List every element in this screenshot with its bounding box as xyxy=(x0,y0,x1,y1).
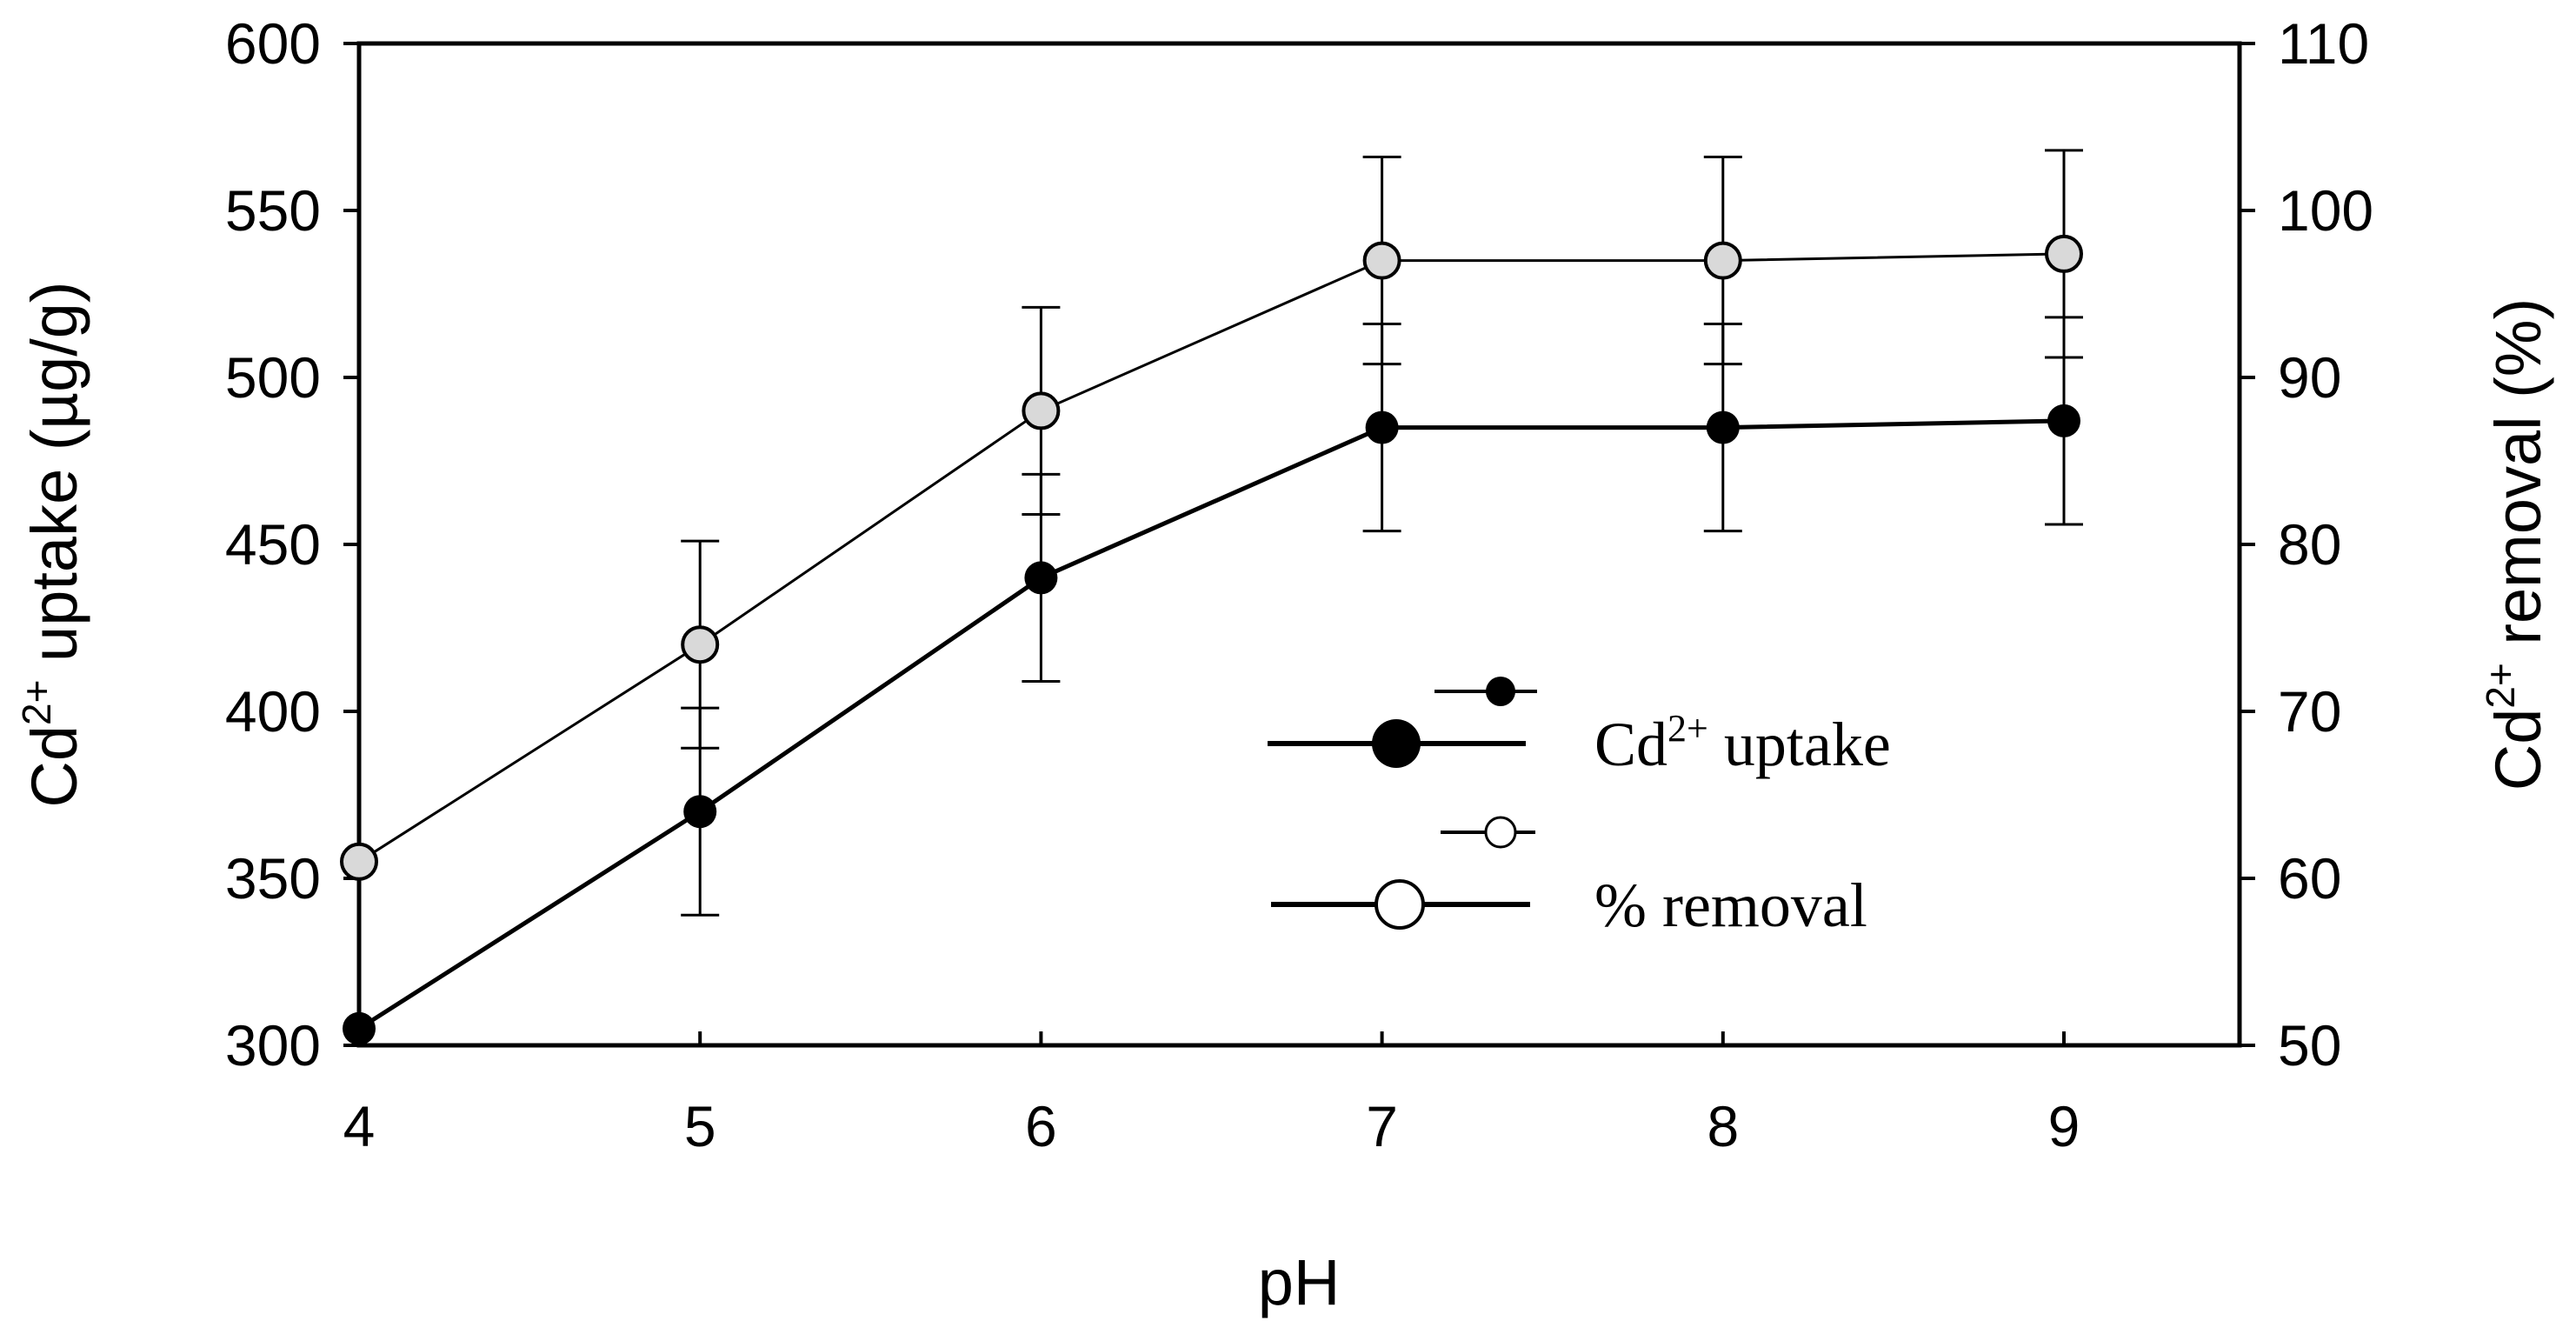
uptake-point-7 xyxy=(1365,410,1399,444)
legend-uptake-marker-small xyxy=(1486,677,1515,706)
y-left-title-sup: 2+ xyxy=(14,680,59,725)
legend-uptake-sup: 2+ xyxy=(1667,707,1708,750)
y-right-tick-label-60: 60 xyxy=(2278,846,2341,911)
x-tick-label-7: 7 xyxy=(1366,1094,1398,1158)
removal-series-line xyxy=(358,252,2065,864)
removal-point-8 xyxy=(1703,241,1742,280)
legend-removal-marker-small xyxy=(1484,816,1517,849)
y-right-axis-title: Cd2+ removal (%) xyxy=(2478,298,2554,791)
y-right-title-prefix: Cd xyxy=(2482,709,2554,791)
uptake-point-9 xyxy=(2047,404,2080,437)
y-right-title-sup: 2+ xyxy=(2478,663,2523,708)
y-right-tick-label-80: 80 xyxy=(2278,512,2341,577)
x-tick-label-9: 9 xyxy=(2048,1094,2080,1158)
y-left-tick-label-550: 550 xyxy=(225,178,321,243)
x-tick-label-6: 6 xyxy=(1025,1094,1057,1158)
plot-frame xyxy=(356,41,2242,1048)
legend-uptake-suffix: uptake xyxy=(1708,710,1891,779)
y-right-tick-label-90: 90 xyxy=(2278,345,2341,410)
uptake-point-5 xyxy=(683,795,717,829)
removal-point-6 xyxy=(1022,391,1061,430)
legend-uptake-label: Cd2+ uptake xyxy=(1594,707,1891,779)
legend-uptake-marker xyxy=(1372,719,1421,768)
legend-removal-label: % removal xyxy=(1594,871,1867,940)
legend: Cd2+ uptake % removal xyxy=(1268,677,1891,940)
y-right-tick-label-50: 50 xyxy=(2278,1013,2341,1077)
x-tick-label-4: 4 xyxy=(343,1094,376,1158)
legend-uptake-prefix: Cd xyxy=(1594,710,1667,779)
error-bars xyxy=(681,149,2083,917)
uptake-series-line xyxy=(357,418,2065,1031)
x-axis-title: pH xyxy=(1258,1246,1341,1318)
y-left-tick-label-400: 400 xyxy=(225,679,321,744)
y-left-tick-label-300: 300 xyxy=(225,1013,321,1077)
removal-point-4 xyxy=(340,842,378,881)
uptake-point-6 xyxy=(1024,561,1058,595)
y-left-axis-title: Cd2+ uptake (µg/g) xyxy=(14,281,90,807)
x-tick-label-5: 5 xyxy=(684,1094,716,1158)
removal-point-7 xyxy=(1362,241,1401,280)
uptake-point-4 xyxy=(343,1011,376,1045)
y-right-tick-label-100: 100 xyxy=(2278,178,2373,243)
x-tick-label-8: 8 xyxy=(1707,1094,1739,1158)
y-left-title-prefix: Cd xyxy=(18,725,90,808)
y-right-tick-label-110: 110 xyxy=(2278,11,2369,76)
y-right-title-suffix: removal (%) xyxy=(2482,298,2554,663)
legend-removal-marker xyxy=(1375,879,1425,930)
y-left-tick-label-600: 600 xyxy=(225,11,321,76)
y-left-tick-label-450: 450 xyxy=(225,512,321,577)
ticks: 4 5 6 7 8 9 300 350 400 450 500 550 600 50 60 70 80 90 100… xyxy=(225,11,2373,1158)
y-left-title-suffix: uptake (µg/g) xyxy=(18,281,90,679)
removal-point-5 xyxy=(681,625,720,664)
y-right-tick-label-70: 70 xyxy=(2278,679,2341,744)
legend-removal-prefix: % removal xyxy=(1594,871,1867,940)
y-left-tick-label-350: 350 xyxy=(225,846,321,911)
series-lines xyxy=(357,252,2065,1031)
removal-point-9 xyxy=(2045,234,2083,273)
y-left-tick-label-500: 500 xyxy=(225,345,321,410)
data-points xyxy=(340,234,2083,1045)
uptake-point-8 xyxy=(1706,410,1740,444)
